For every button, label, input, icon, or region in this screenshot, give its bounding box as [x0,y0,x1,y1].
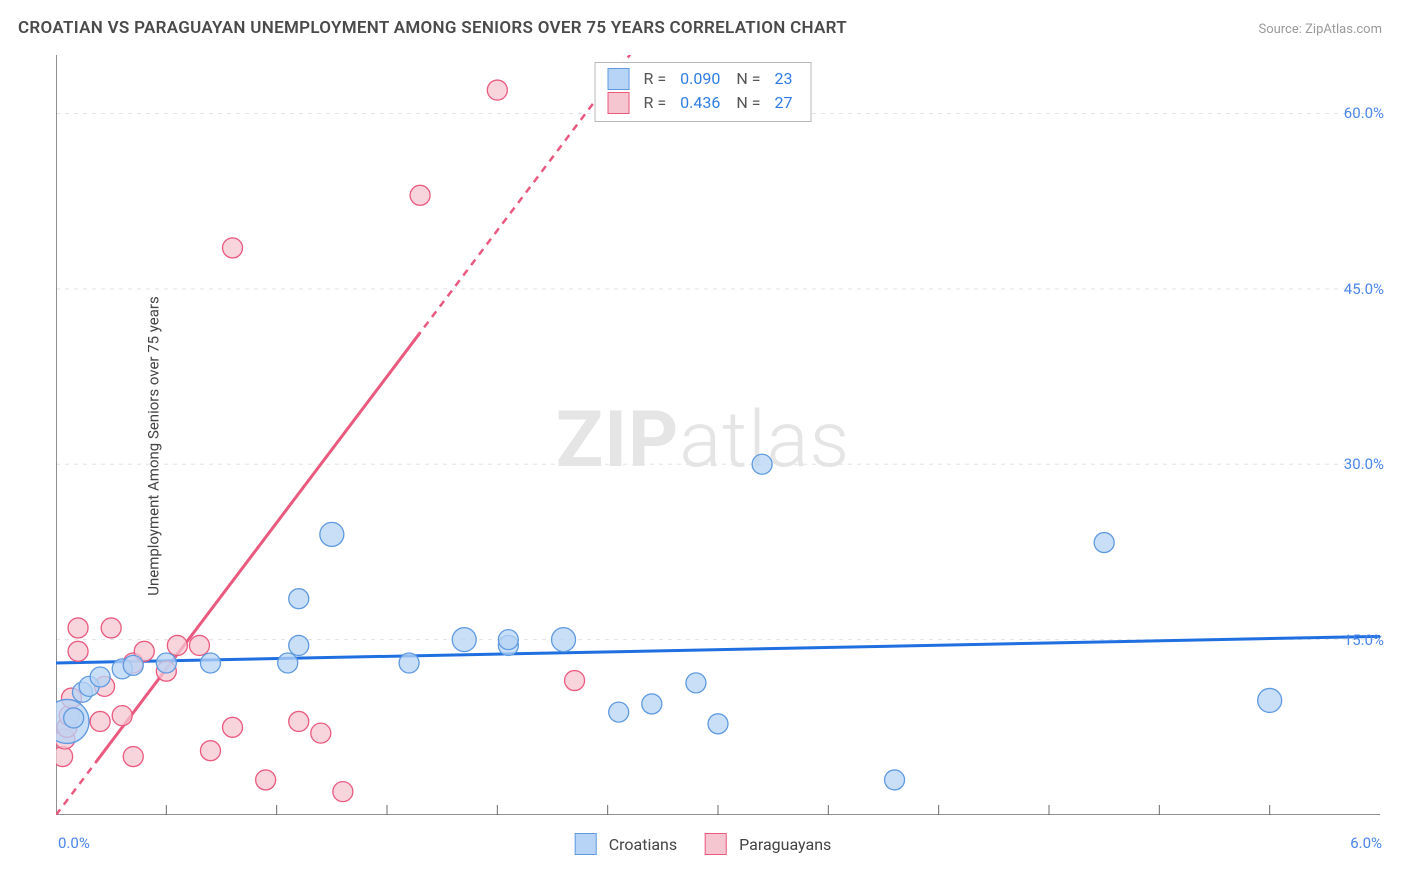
stats-legend-box: R = 0.090 N = 23 R = 0.436 N = 27 [595,62,812,122]
stat-val-R-1: 0.436 [680,91,720,115]
legend-swatch-croatians [575,833,597,855]
bottom-legend: Croatians Paraguayans [575,833,832,855]
legend-swatch-paraguayans [705,833,727,855]
source-attribution: Source: ZipAtlas.com [1258,22,1382,37]
stat-label-R: R = [644,67,667,91]
x-axis-min-label: 0.0% [58,834,90,852]
y-tick-label: 45.0% [1344,280,1384,298]
swatch-paraguayans [608,92,630,114]
legend-item-paraguayans: Paraguayans [705,833,831,855]
legend-item-croatians: Croatians [575,833,677,855]
scatter-chart [56,55,1380,815]
stat-val-N-0: 23 [774,67,792,91]
legend-label-paraguayans: Paraguayans [739,835,831,854]
swatch-croatians [608,68,630,90]
legend-label-croatians: Croatians [609,835,677,854]
root: CROATIAN VS PARAGUAYAN UNEMPLOYMENT AMON… [0,0,1406,892]
y-tick-label: 60.0% [1344,104,1384,122]
stat-label-N: N = [736,67,760,91]
chart-title: CROATIAN VS PARAGUAYAN UNEMPLOYMENT AMON… [18,18,847,38]
stat-label-R: R = [644,91,667,115]
stat-val-R-0: 0.090 [680,67,720,91]
stats-row-croatians: R = 0.090 N = 23 [608,67,799,91]
y-tick-label: 30.0% [1344,455,1384,473]
y-tick-label: 15.0% [1344,631,1384,649]
x-axis-max-label: 6.0% [1350,834,1382,852]
stat-label-N: N = [736,91,760,115]
stats-row-paraguayans: R = 0.436 N = 27 [608,91,799,115]
stat-val-N-1: 27 [774,91,792,115]
